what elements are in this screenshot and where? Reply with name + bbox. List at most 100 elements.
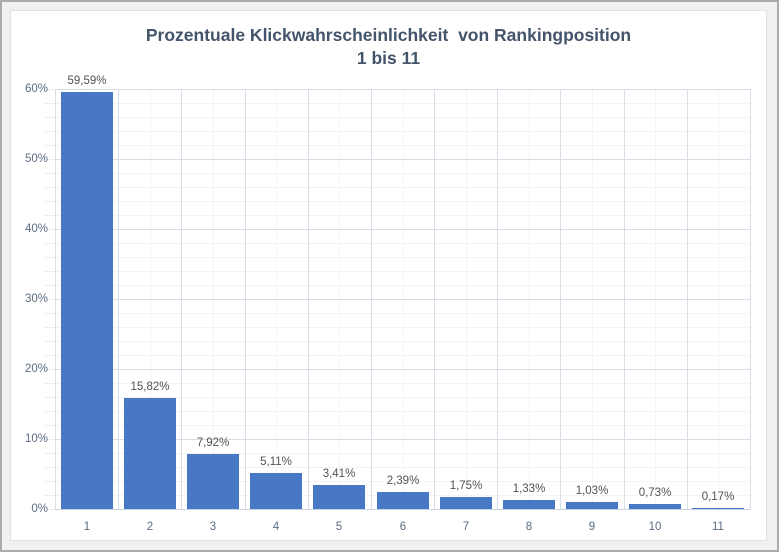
major-gridline-horizontal [55,369,750,370]
bar-value-label: 0,17% [701,491,735,503]
y-axis-tick-label: 40% [24,223,48,235]
major-gridline-horizontal [55,299,750,300]
bar-value-label: 59,59% [67,75,107,87]
x-axis-line [55,509,750,510]
bar [629,504,681,509]
bar-value-label: 1,03% [575,485,609,497]
minor-gridline-horizontal [55,243,750,244]
y-axis-minor-tick [45,313,55,314]
chart-title-line2: 1 bis 11 [356,48,421,68]
bar [313,485,365,509]
y-axis-minor-tick [45,187,55,188]
x-axis-category-label: 6 [399,521,407,533]
bar-value-label: 1,33% [512,483,546,495]
bar [440,497,492,509]
y-axis-tick-label: 20% [24,363,48,375]
chart-title: Prozentuale Klickwahrscheinlichkeit von … [11,24,766,70]
y-axis-minor-tick [45,229,55,230]
bar-value-label: 7,92% [196,437,230,449]
y-axis-minor-tick [45,159,55,160]
minor-gridline-horizontal [55,313,750,314]
minor-gridline-horizontal [55,201,750,202]
y-axis-minor-tick [45,341,55,342]
minor-gridline-horizontal [55,453,750,454]
y-axis-minor-tick [45,453,55,454]
y-axis-minor-tick [45,257,55,258]
minor-gridline-horizontal [55,173,750,174]
bar-value-label: 1,75% [449,480,483,492]
y-axis-minor-tick [45,117,55,118]
bar-value-label: 2,39% [386,475,420,487]
x-axis-category-label: 3 [209,521,217,533]
y-axis-tick-label: 60% [24,83,48,95]
y-axis-minor-tick [45,89,55,90]
y-axis-minor-tick [45,243,55,244]
minor-gridline-horizontal [55,425,750,426]
major-gridline-horizontal [55,439,750,440]
bar-value-label: 0,73% [638,487,672,499]
minor-gridline-horizontal [55,327,750,328]
y-axis-minor-tick [45,439,55,440]
bar [503,500,555,509]
bar [250,473,302,509]
minor-gridline-horizontal [55,131,750,132]
y-axis-minor-tick [45,215,55,216]
y-axis-minor-tick [45,383,55,384]
minor-gridline-horizontal [55,481,750,482]
y-axis-minor-tick [45,467,55,468]
bar [692,508,744,509]
y-axis-minor-tick [45,355,55,356]
x-axis-category-label: 2 [146,521,154,533]
major-gridline-horizontal [55,89,750,90]
y-axis-minor-tick [45,481,55,482]
y-axis-minor-tick [45,131,55,132]
minor-gridline-horizontal [55,397,750,398]
bar [566,502,618,509]
y-axis-minor-tick [45,173,55,174]
minor-gridline-horizontal [55,215,750,216]
major-gridline-horizontal [55,159,750,160]
y-axis-minor-tick [45,299,55,300]
minor-gridline-horizontal [55,383,750,384]
bar-value-label: 15,82% [130,381,170,393]
x-axis-category-label: 9 [588,521,596,533]
y-axis-tick-label: 0% [31,503,48,515]
bar-value-label: 5,11% [260,456,292,468]
y-axis-tick-label: 50% [24,153,48,165]
x-axis-category-label: 11 [712,521,724,533]
y-axis-minor-tick [45,103,55,104]
y-axis-minor-tick [45,397,55,398]
minor-gridline-horizontal [55,285,750,286]
bar-value-label: 3,41% [322,468,356,480]
minor-gridline-horizontal [55,411,750,412]
y-axis-minor-tick [45,285,55,286]
y-axis-minor-tick [45,509,55,510]
bar [124,398,176,509]
minor-gridline-horizontal [55,271,750,272]
minor-gridline-horizontal [55,145,750,146]
y-axis-minor-tick [45,411,55,412]
y-axis-minor-tick [45,201,55,202]
y-axis-minor-tick [45,327,55,328]
x-axis-category-label: 10 [648,521,662,533]
x-axis-category-label: 4 [272,521,280,533]
y-axis-minor-tick [45,369,55,370]
bar [187,454,239,509]
minor-gridline-horizontal [55,187,750,188]
y-axis-tick-label: 30% [24,293,48,305]
minor-gridline-horizontal [55,341,750,342]
minor-gridline-horizontal [55,467,750,468]
chart-title-line1: Prozentuale Klickwahrscheinlichkeit von … [145,25,632,45]
x-axis-category-label: 5 [335,521,343,533]
y-axis-minor-tick [45,271,55,272]
y-axis-tick-label: 10% [24,433,48,445]
major-gridline-vertical [750,89,751,509]
x-axis-category-label: 1 [83,521,91,533]
minor-gridline-horizontal [55,117,750,118]
x-axis-category-label: 7 [462,521,470,533]
major-gridline-horizontal [55,229,750,230]
minor-gridline-horizontal [55,257,750,258]
x-axis-category-label: 8 [525,521,533,533]
y-axis-minor-tick [45,145,55,146]
